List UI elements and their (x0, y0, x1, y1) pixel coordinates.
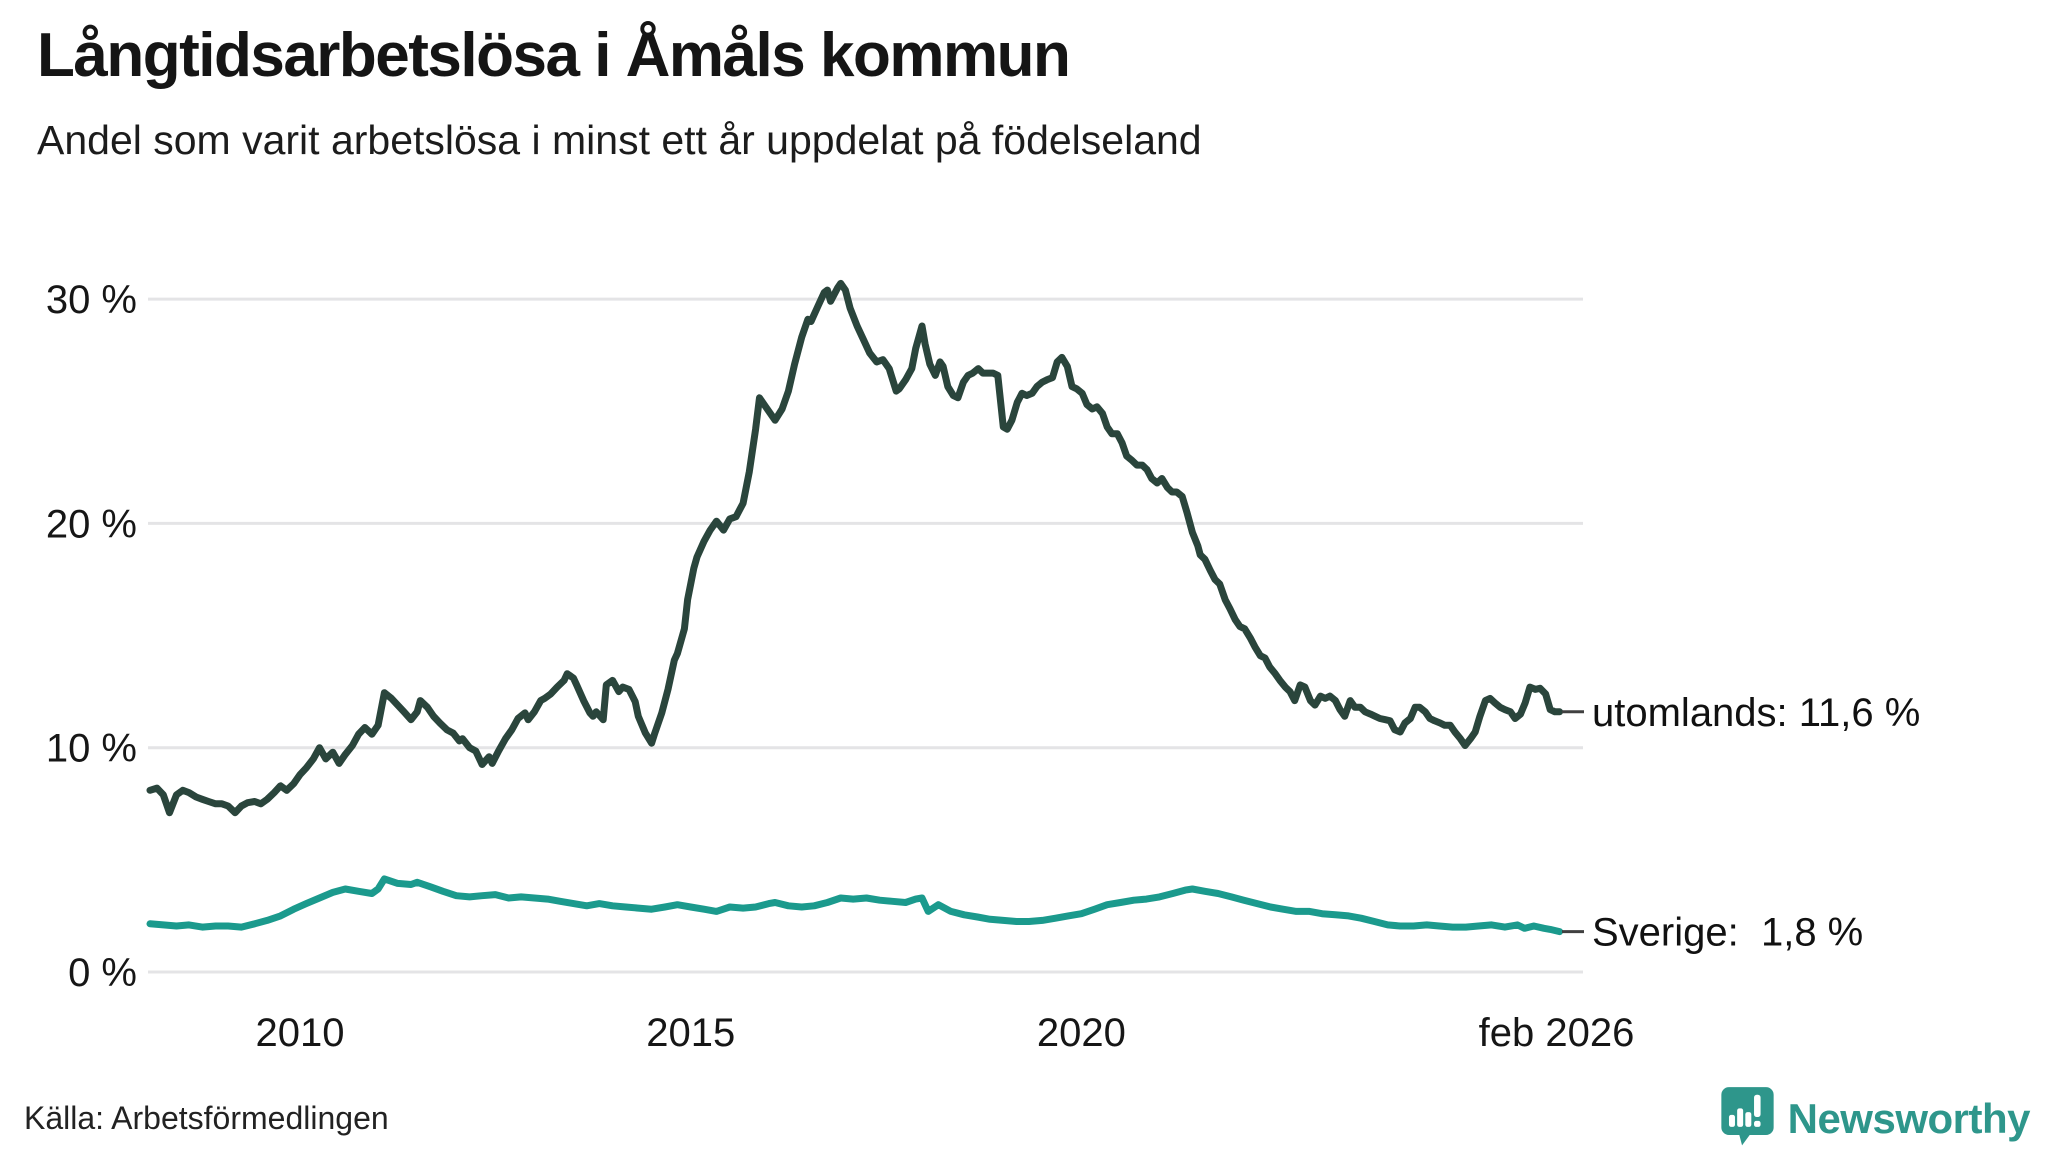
x-axis-tick-label: feb 2026 (1479, 1011, 1635, 1055)
newsworthy-logo: Newsworthy (1720, 1086, 2031, 1152)
page-title: Långtidsarbetslösa i Åmåls kommun (37, 21, 1071, 90)
x-axis-tick-label: 2015 (646, 1011, 735, 1055)
series-end-label-utomlands: utomlands: 11,6 % (1592, 691, 1920, 735)
x-axis-tick-label: 2020 (1037, 1011, 1126, 1055)
series-end-label-sverige: Sverige: 1,8 % (1592, 911, 1863, 955)
chart-subtitle: Andel som varit arbetslösa i minst ett å… (37, 117, 1202, 163)
y-axis-tick-label: 20 % (46, 502, 137, 546)
y-axis-tick-label: 30 % (46, 278, 137, 322)
series-line-sverige (146, 875, 1564, 936)
newsworthy-wordmark: Newsworthy (1787, 1095, 2031, 1142)
newsworthy-bubble-chart-icon (1720, 1086, 1775, 1152)
y-axis-tick-label: 0 % (68, 951, 137, 995)
source-text: Källa: Arbetsförmedlingen (24, 1100, 389, 1136)
series-line-utomlands (146, 279, 1564, 817)
x-axis-tick-label: 2010 (256, 1011, 345, 1055)
y-axis-tick-label: 10 % (46, 727, 137, 771)
